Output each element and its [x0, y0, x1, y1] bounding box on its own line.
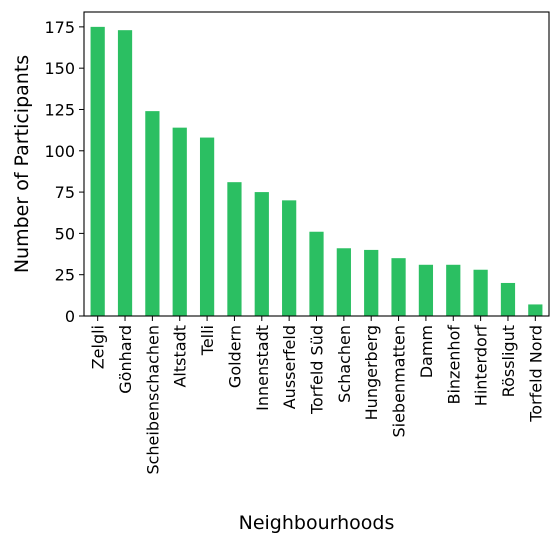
- bar-15: [500, 282, 516, 316]
- y-tick-label-2: 50: [55, 224, 75, 243]
- bar-11: [391, 258, 406, 316]
- plot-frame: [83, 11, 550, 317]
- y-tick-label-6: 150: [44, 59, 75, 78]
- x-tick-label-2: Scheibenschachen: [143, 325, 162, 475]
- bars-group: [90, 26, 543, 316]
- x-tick-label-6: Innenstadt: [253, 325, 272, 411]
- bar-6: [254, 192, 269, 316]
- x-tick-label-5: Goldern: [225, 325, 244, 388]
- x-tick-label-1: Gönhard: [116, 325, 135, 394]
- x-tick-label-0: Zelgli: [89, 325, 108, 369]
- bar-8: [309, 231, 324, 316]
- bar-12: [418, 264, 434, 316]
- x-tick-label-13: Binzenhof: [444, 325, 463, 405]
- x-tick-label-11: Siebenmatten: [390, 325, 409, 438]
- y-axis-ticks: 0 25 50 75 100 125 150 175: [44, 18, 84, 326]
- x-axis-label: Neighbourhoods: [239, 512, 395, 534]
- x-axis-ticks: Zelgli Gönhard Scheibenschachen Altstadt Tel…: [89, 316, 545, 475]
- bar-4: [199, 137, 215, 316]
- y-tick-label-5: 125: [44, 100, 75, 119]
- x-tick-label-4: Telli: [198, 325, 217, 356]
- x-tick-label-3: Altstadt: [171, 325, 190, 388]
- x-tick-label-8: Torfeld Süd: [308, 325, 327, 415]
- x-tick-label-12: Damm: [417, 325, 436, 378]
- bar-10: [364, 249, 379, 316]
- bar-9: [336, 248, 351, 316]
- bar-7: [282, 200, 297, 316]
- x-tick-label-14: Hinterdorf: [472, 325, 491, 407]
- y-tick-label-7: 175: [44, 18, 75, 37]
- x-tick-label-7: Ausserfeld: [280, 325, 299, 409]
- y-tick-label-4: 100: [44, 142, 75, 161]
- bar-5: [227, 182, 242, 316]
- y-tick-label-1: 25: [55, 266, 75, 285]
- y-tick-label-3: 75: [55, 183, 75, 202]
- bar-0: [90, 26, 105, 316]
- bar-13: [446, 264, 461, 316]
- y-axis-label: Number of Participants: [11, 55, 33, 273]
- bar-3: [172, 127, 187, 316]
- bar-2: [145, 111, 160, 316]
- bar-14: [473, 269, 488, 316]
- x-tick-label-9: Schachen: [335, 325, 354, 403]
- x-tick-label-16: Torfeld Nord: [526, 325, 545, 423]
- y-tick-label-0: 0: [65, 307, 75, 326]
- bar-1: [117, 30, 133, 316]
- bar-16: [528, 304, 543, 316]
- x-tick-label-15: Rössligut: [499, 325, 518, 397]
- x-tick-label-10: Hungerberg: [362, 325, 381, 420]
